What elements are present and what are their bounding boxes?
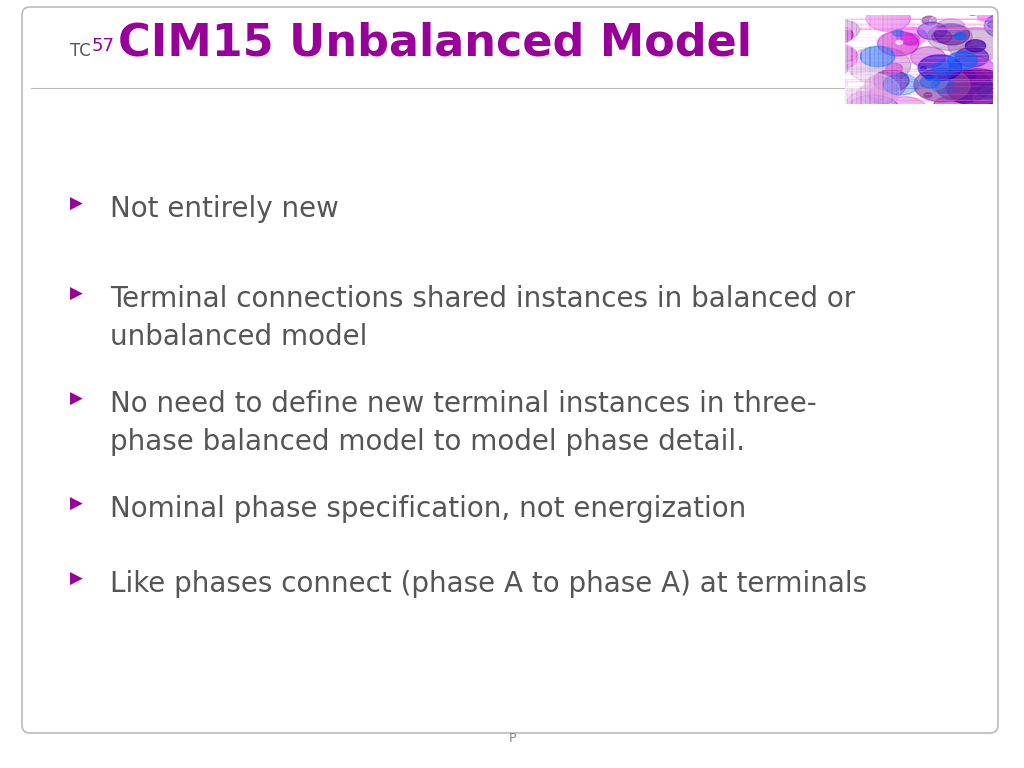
FancyBboxPatch shape [22,7,998,733]
Circle shape [848,47,910,84]
Circle shape [969,11,977,15]
Circle shape [839,73,900,109]
Text: CIM15 Unbalanced Model: CIM15 Unbalanced Model [118,22,752,65]
Circle shape [920,76,940,88]
Circle shape [932,31,952,43]
Circle shape [949,56,995,84]
Text: Terminal connections shared instances in balanced or
unbalanced model: Terminal connections shared instances in… [110,285,855,351]
Circle shape [974,88,1011,109]
Circle shape [825,27,853,43]
Circle shape [936,68,992,102]
Text: Like phases connect (phase A to phase A) at terminals: Like phases connect (phase A to phase A)… [110,570,867,598]
Circle shape [937,19,966,36]
Text: ▶: ▶ [70,495,83,513]
Circle shape [954,54,966,61]
Circle shape [810,43,858,71]
Circle shape [814,58,848,78]
Circle shape [921,67,926,71]
Circle shape [918,85,925,89]
Circle shape [933,61,955,75]
Circle shape [948,28,1005,62]
Text: ▶: ▶ [70,285,83,303]
Text: ▶: ▶ [70,195,83,213]
Circle shape [958,71,976,81]
Circle shape [976,80,1009,100]
Circle shape [913,68,970,102]
Circle shape [878,31,919,56]
Circle shape [825,78,847,90]
Text: ▶: ▶ [70,570,83,588]
Text: 57: 57 [92,37,115,55]
Circle shape [866,5,910,31]
Circle shape [954,33,966,40]
Circle shape [857,85,887,103]
Circle shape [984,13,1024,38]
Circle shape [860,46,895,67]
Text: ▶: ▶ [70,390,83,408]
Circle shape [884,74,919,95]
Circle shape [864,38,878,47]
Circle shape [846,95,901,127]
Circle shape [880,81,891,88]
Circle shape [997,54,1006,59]
Circle shape [994,31,1002,37]
Circle shape [955,48,988,67]
Circle shape [934,97,961,113]
Circle shape [928,24,972,51]
Circle shape [926,75,933,80]
Text: Not entirely new: Not entirely new [110,195,339,223]
Circle shape [966,40,986,51]
Circle shape [893,30,903,36]
Circle shape [913,70,948,91]
Circle shape [918,22,947,40]
Circle shape [977,84,1000,98]
Text: No need to define new terminal instances in three-
phase balanced model to model: No need to define new terminal instances… [110,390,817,456]
Circle shape [896,41,903,45]
Circle shape [873,70,909,91]
Circle shape [947,51,977,69]
Circle shape [868,86,899,104]
Circle shape [882,97,928,124]
Circle shape [910,47,945,68]
Circle shape [856,104,881,118]
Circle shape [924,93,932,98]
Circle shape [829,90,873,116]
Circle shape [929,12,967,35]
Circle shape [932,79,954,93]
Text: TC: TC [70,42,91,60]
Circle shape [886,63,902,73]
Circle shape [977,11,995,22]
Circle shape [954,58,995,82]
Text: Nominal phase specification, not energization: Nominal phase specification, not energiz… [110,495,746,523]
Circle shape [922,16,937,25]
Circle shape [864,74,905,99]
Circle shape [827,20,859,39]
Text: P: P [508,732,516,745]
Circle shape [897,27,927,45]
Circle shape [935,24,970,45]
Circle shape [987,21,999,28]
Circle shape [993,46,1010,55]
Circle shape [833,48,857,61]
Circle shape [919,55,962,81]
Circle shape [901,34,920,45]
Circle shape [946,69,1009,106]
Circle shape [847,91,882,112]
